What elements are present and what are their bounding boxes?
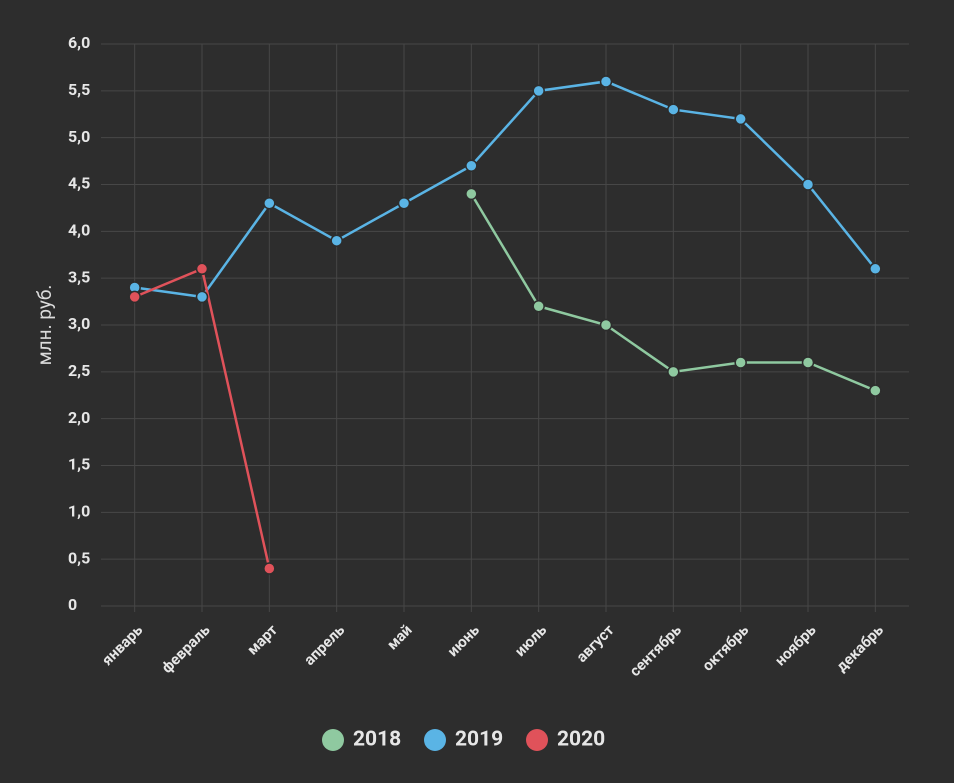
data-point	[599, 75, 613, 88]
y-axis-title: млн. руб.	[33, 285, 56, 366]
legend-label: 2020	[557, 728, 605, 752]
y-tick-label: 2,0	[68, 408, 90, 427]
data-point	[397, 196, 411, 210]
legend-label: 2019	[455, 728, 503, 752]
y-tick-label: 3,5	[68, 267, 90, 286]
data-point	[532, 84, 545, 98]
data-point	[734, 356, 747, 369]
legend-label: 2018	[353, 728, 401, 752]
y-tick-label: 6,0	[68, 33, 90, 52]
legend-marker	[322, 729, 344, 751]
data-point	[330, 234, 343, 247]
data-point	[195, 262, 209, 276]
legend-marker	[526, 729, 548, 751]
data-point	[801, 356, 815, 369]
data-point	[263, 562, 276, 575]
data-point	[465, 159, 478, 173]
data-point	[667, 103, 680, 116]
y-tick-label: 4,5	[68, 174, 90, 193]
data-point	[195, 290, 209, 304]
y-tick-label: 4,0	[68, 221, 90, 240]
data-point	[734, 112, 747, 126]
y-tick-label: 0	[68, 595, 77, 614]
series-line	[134, 80, 877, 299]
y-tick-label: 1,5	[68, 455, 90, 474]
y-tick-label: 2,5	[68, 361, 90, 380]
y-tick-label: 5,0	[68, 127, 90, 146]
y-tick-label: 3,0	[68, 314, 90, 333]
data-point	[465, 187, 478, 201]
data-point	[801, 178, 815, 191]
data-point	[869, 384, 882, 397]
y-tick-label: 0,5	[68, 548, 90, 567]
data-point	[532, 300, 545, 313]
data-point	[667, 365, 680, 379]
data-point	[599, 318, 613, 332]
y-tick-label: 5,5	[68, 80, 90, 99]
data-point	[869, 262, 882, 276]
data-point	[263, 196, 276, 210]
data-point	[128, 290, 141, 304]
y-tick-label: 1,0	[68, 502, 90, 521]
legend-marker	[424, 729, 446, 751]
